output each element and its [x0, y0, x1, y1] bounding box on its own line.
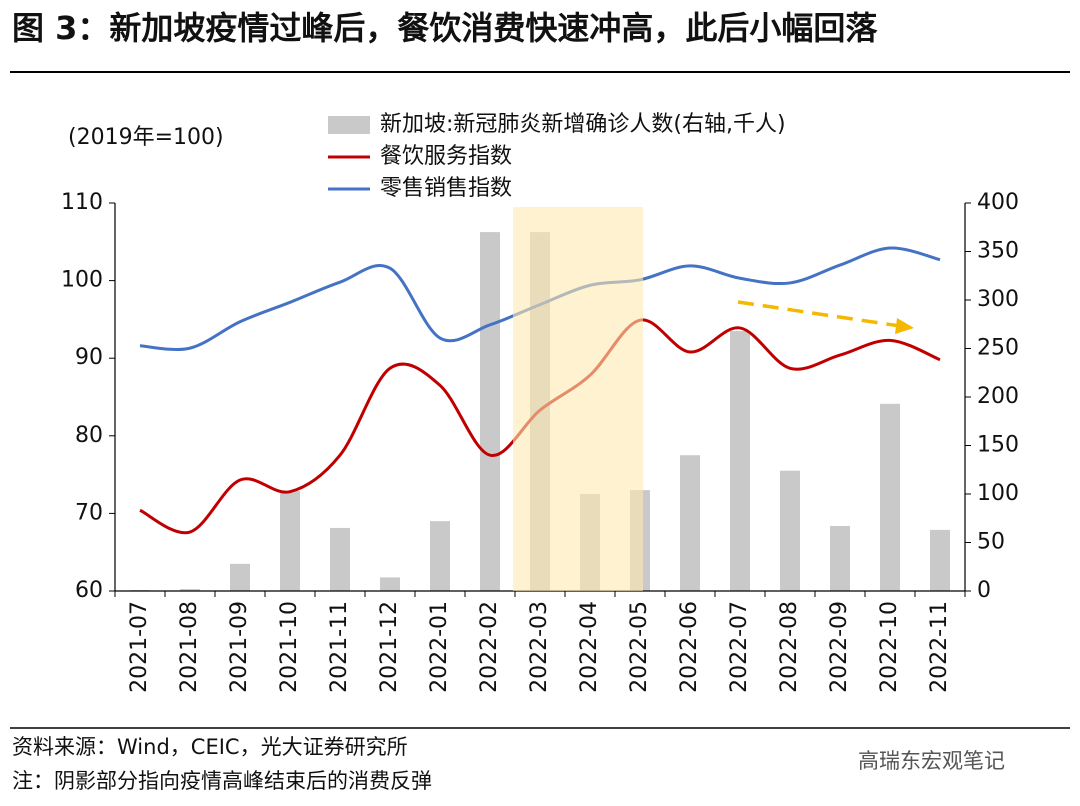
legend-label: 新加坡:新冠肺炎新增确诊人数(右轴,千人) — [380, 112, 786, 137]
y2-tick-label: 400 — [977, 190, 1019, 215]
watermark: 高瑞东宏观笔记 — [858, 749, 1005, 773]
overlay — [513, 207, 914, 591]
bar — [330, 527, 350, 591]
x-tick-label: 2021-07 — [127, 601, 152, 693]
x-tick-label: 2022-03 — [527, 601, 552, 693]
x-tick-label: 2022-08 — [777, 601, 802, 693]
y-tick-label: 110 — [61, 190, 103, 215]
y2-tick-label: 0 — [977, 578, 991, 603]
legend-swatch — [328, 116, 370, 134]
bar — [430, 521, 450, 591]
x-tick-label: 2021-10 — [277, 601, 302, 693]
x-tick-label: 2022-01 — [427, 601, 452, 693]
x-tick-label: 2021-11 — [327, 601, 352, 693]
y-tick-label: 70 — [75, 500, 103, 525]
x-tick-label: 2022-06 — [677, 601, 702, 693]
y-axis-label: (2019年=100) — [68, 125, 224, 150]
x-tick-label: 2022-02 — [477, 601, 502, 693]
y2-tick-label: 350 — [977, 239, 1019, 264]
y2-tick-label: 50 — [977, 530, 1005, 555]
y2-tick-label: 250 — [977, 336, 1019, 361]
y-tick-label: 100 — [61, 268, 103, 293]
bar — [730, 331, 750, 591]
arrow-head — [895, 318, 914, 334]
y-tick-label: 90 — [75, 345, 103, 370]
legend-label: 餐饮服务指数 — [380, 144, 512, 169]
x-tick-label: 2021-12 — [377, 601, 402, 693]
source: 资料来源：Wind，CEIC，光大证券研究所 — [12, 735, 408, 759]
x-tick-label: 2021-08 — [177, 601, 202, 693]
x-tick-label: 2022-05 — [627, 601, 652, 693]
y-tick-label: 80 — [75, 423, 103, 448]
bar — [930, 529, 950, 591]
y-tick-label: 60 — [75, 578, 103, 603]
y2-tick-label: 100 — [977, 481, 1019, 506]
chart-title: 图 3：新加坡疫情过峰后，餐饮消费快速冲高，此后小幅回落 — [12, 9, 878, 47]
bar — [830, 526, 850, 591]
trend-arrow — [737, 300, 901, 328]
shaded-period — [513, 207, 643, 591]
x-tick-label: 2021-09 — [227, 601, 252, 693]
bar — [180, 589, 200, 591]
y2-tick-label: 150 — [977, 433, 1019, 458]
bar — [280, 491, 300, 591]
bar — [880, 403, 900, 591]
y2-tick-label: 200 — [977, 384, 1019, 409]
x-tick-label: 2022-10 — [877, 601, 902, 693]
note: 注：阴影部分指向疫情高峰结束后的消费反弹 — [12, 769, 432, 793]
bar — [680, 455, 700, 591]
bar — [780, 470, 800, 591]
bar — [230, 563, 250, 591]
bar — [380, 577, 400, 591]
x-tick-label: 2022-09 — [827, 601, 852, 693]
y2-tick-label: 300 — [977, 287, 1019, 312]
legend-label: 零售销售指数 — [380, 176, 512, 201]
bar — [480, 232, 500, 591]
x-tick-label: 2022-07 — [727, 601, 752, 693]
x-tick-label: 2022-11 — [927, 601, 952, 693]
x-tick-label: 2022-04 — [577, 601, 602, 693]
